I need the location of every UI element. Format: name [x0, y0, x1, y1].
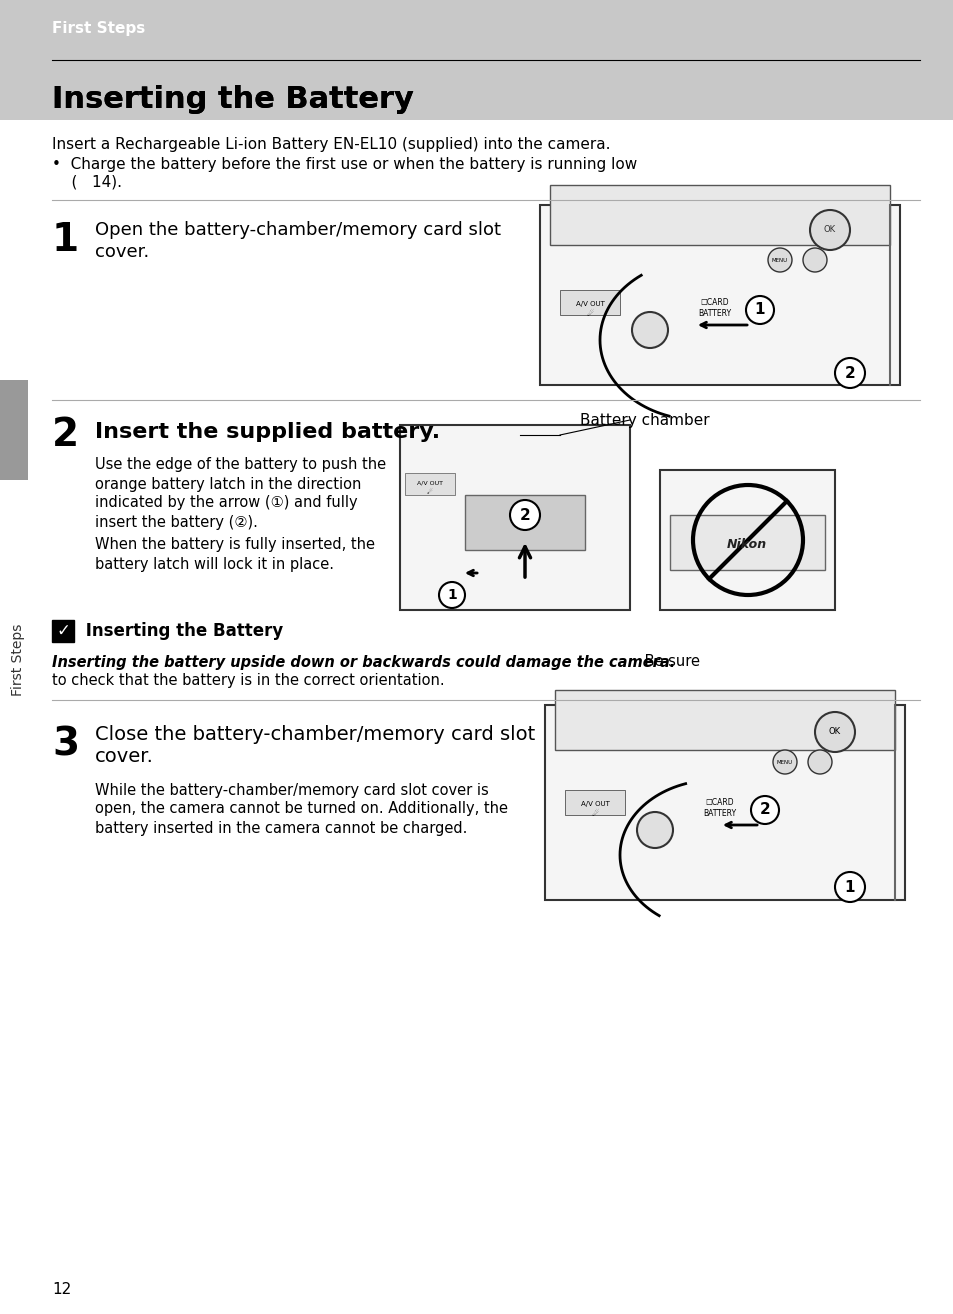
Bar — [659, 470, 834, 610]
Text: MENU: MENU — [771, 258, 787, 263]
Text: 12: 12 — [52, 1282, 71, 1297]
Circle shape — [814, 712, 854, 752]
Text: ✓: ✓ — [56, 622, 70, 640]
Text: 2: 2 — [843, 365, 855, 381]
Text: 1: 1 — [754, 302, 764, 318]
Circle shape — [637, 812, 672, 848]
Bar — [0, 380, 28, 480]
Circle shape — [767, 248, 791, 272]
Text: Close the battery-chamber/memory card slot: Close the battery-chamber/memory card sl… — [95, 725, 535, 745]
Text: battery inserted in the camera cannot be charged.: battery inserted in the camera cannot be… — [95, 820, 467, 836]
Bar — [559, 290, 619, 315]
Circle shape — [631, 311, 667, 348]
Text: Be sure: Be sure — [639, 654, 700, 670]
Bar — [564, 790, 624, 815]
Text: ☐CARD: ☐CARD — [700, 297, 728, 306]
Text: 2: 2 — [519, 507, 530, 523]
Text: OK: OK — [823, 226, 835, 234]
Text: BATTERY: BATTERY — [702, 808, 736, 817]
Text: Inserting the Battery: Inserting the Battery — [80, 622, 283, 640]
Text: open, the camera cannot be turned on. Additionally, the: open, the camera cannot be turned on. Ad… — [95, 802, 507, 816]
Text: ☄: ☄ — [426, 489, 433, 495]
Text: orange battery latch in the direction: orange battery latch in the direction — [95, 477, 361, 491]
Circle shape — [834, 872, 864, 901]
Circle shape — [834, 357, 864, 388]
Bar — [399, 424, 629, 610]
Text: Open the battery-chamber/memory card slot: Open the battery-chamber/memory card slo… — [95, 221, 500, 239]
Circle shape — [807, 750, 831, 774]
Text: Insert a Rechargeable Li-ion Battery EN-EL10 (supplied) into the camera.: Insert a Rechargeable Li-ion Battery EN-… — [52, 138, 610, 152]
Bar — [555, 690, 894, 750]
Text: BATTERY: BATTERY — [698, 309, 731, 318]
Text: 2: 2 — [52, 417, 79, 455]
Bar — [539, 205, 899, 385]
Text: While the battery-chamber/memory card slot cover is: While the battery-chamber/memory card sl… — [95, 783, 488, 798]
Text: OK: OK — [828, 728, 841, 737]
Circle shape — [809, 210, 849, 250]
Text: ☄: ☄ — [591, 808, 598, 817]
Text: 3: 3 — [52, 727, 79, 763]
Text: First Steps: First Steps — [11, 624, 25, 696]
Bar — [0, 0, 953, 55]
Text: to check that the battery is in the correct orientation.: to check that the battery is in the corr… — [52, 673, 444, 687]
Text: 2: 2 — [759, 803, 770, 817]
Circle shape — [745, 296, 773, 325]
Bar — [669, 515, 824, 570]
Text: Use the edge of the battery to push the: Use the edge of the battery to push the — [95, 457, 386, 473]
Bar — [464, 495, 584, 551]
Bar — [52, 620, 74, 643]
Text: cover.: cover. — [95, 243, 149, 261]
Bar — [405, 473, 455, 495]
Circle shape — [772, 750, 796, 774]
Circle shape — [802, 248, 826, 272]
Text: ☐CARD: ☐CARD — [705, 798, 734, 807]
Circle shape — [750, 796, 779, 824]
Text: 1: 1 — [843, 879, 854, 895]
Text: First Steps: First Steps — [52, 21, 145, 35]
Text: Inserting the battery upside down or backwards could damage the camera.: Inserting the battery upside down or bac… — [52, 654, 675, 670]
Bar — [544, 706, 904, 900]
Text: A/V OUT: A/V OUT — [580, 802, 609, 807]
Text: A/V OUT: A/V OUT — [416, 481, 442, 485]
Text: ☄: ☄ — [586, 309, 593, 318]
Text: indicated by the arrow (①) and fully: indicated by the arrow (①) and fully — [95, 495, 357, 511]
Text: Battery chamber: Battery chamber — [579, 413, 709, 427]
Text: MENU: MENU — [776, 759, 792, 765]
Text: cover.: cover. — [95, 748, 153, 766]
Text: Inserting the Battery: Inserting the Battery — [52, 85, 414, 114]
Text: A/V OUT: A/V OUT — [575, 301, 604, 307]
Bar — [0, 0, 953, 120]
Bar — [550, 185, 889, 244]
Text: 1: 1 — [447, 587, 456, 602]
Text: Nikon: Nikon — [726, 539, 766, 552]
Text: insert the battery (②).: insert the battery (②). — [95, 515, 257, 530]
Circle shape — [510, 501, 539, 530]
Text: When the battery is fully inserted, the: When the battery is fully inserted, the — [95, 537, 375, 552]
Circle shape — [438, 582, 464, 608]
Text: battery latch will lock it in place.: battery latch will lock it in place. — [95, 557, 334, 572]
Text: Inserting the Battery: Inserting the Battery — [52, 85, 414, 114]
Text: •  Charge the battery before the first use or when the battery is running low: • Charge the battery before the first us… — [52, 158, 637, 172]
Text: (   14).: ( 14). — [52, 175, 122, 189]
Text: 1: 1 — [52, 221, 79, 259]
Text: Insert the supplied battery.: Insert the supplied battery. — [95, 422, 439, 442]
